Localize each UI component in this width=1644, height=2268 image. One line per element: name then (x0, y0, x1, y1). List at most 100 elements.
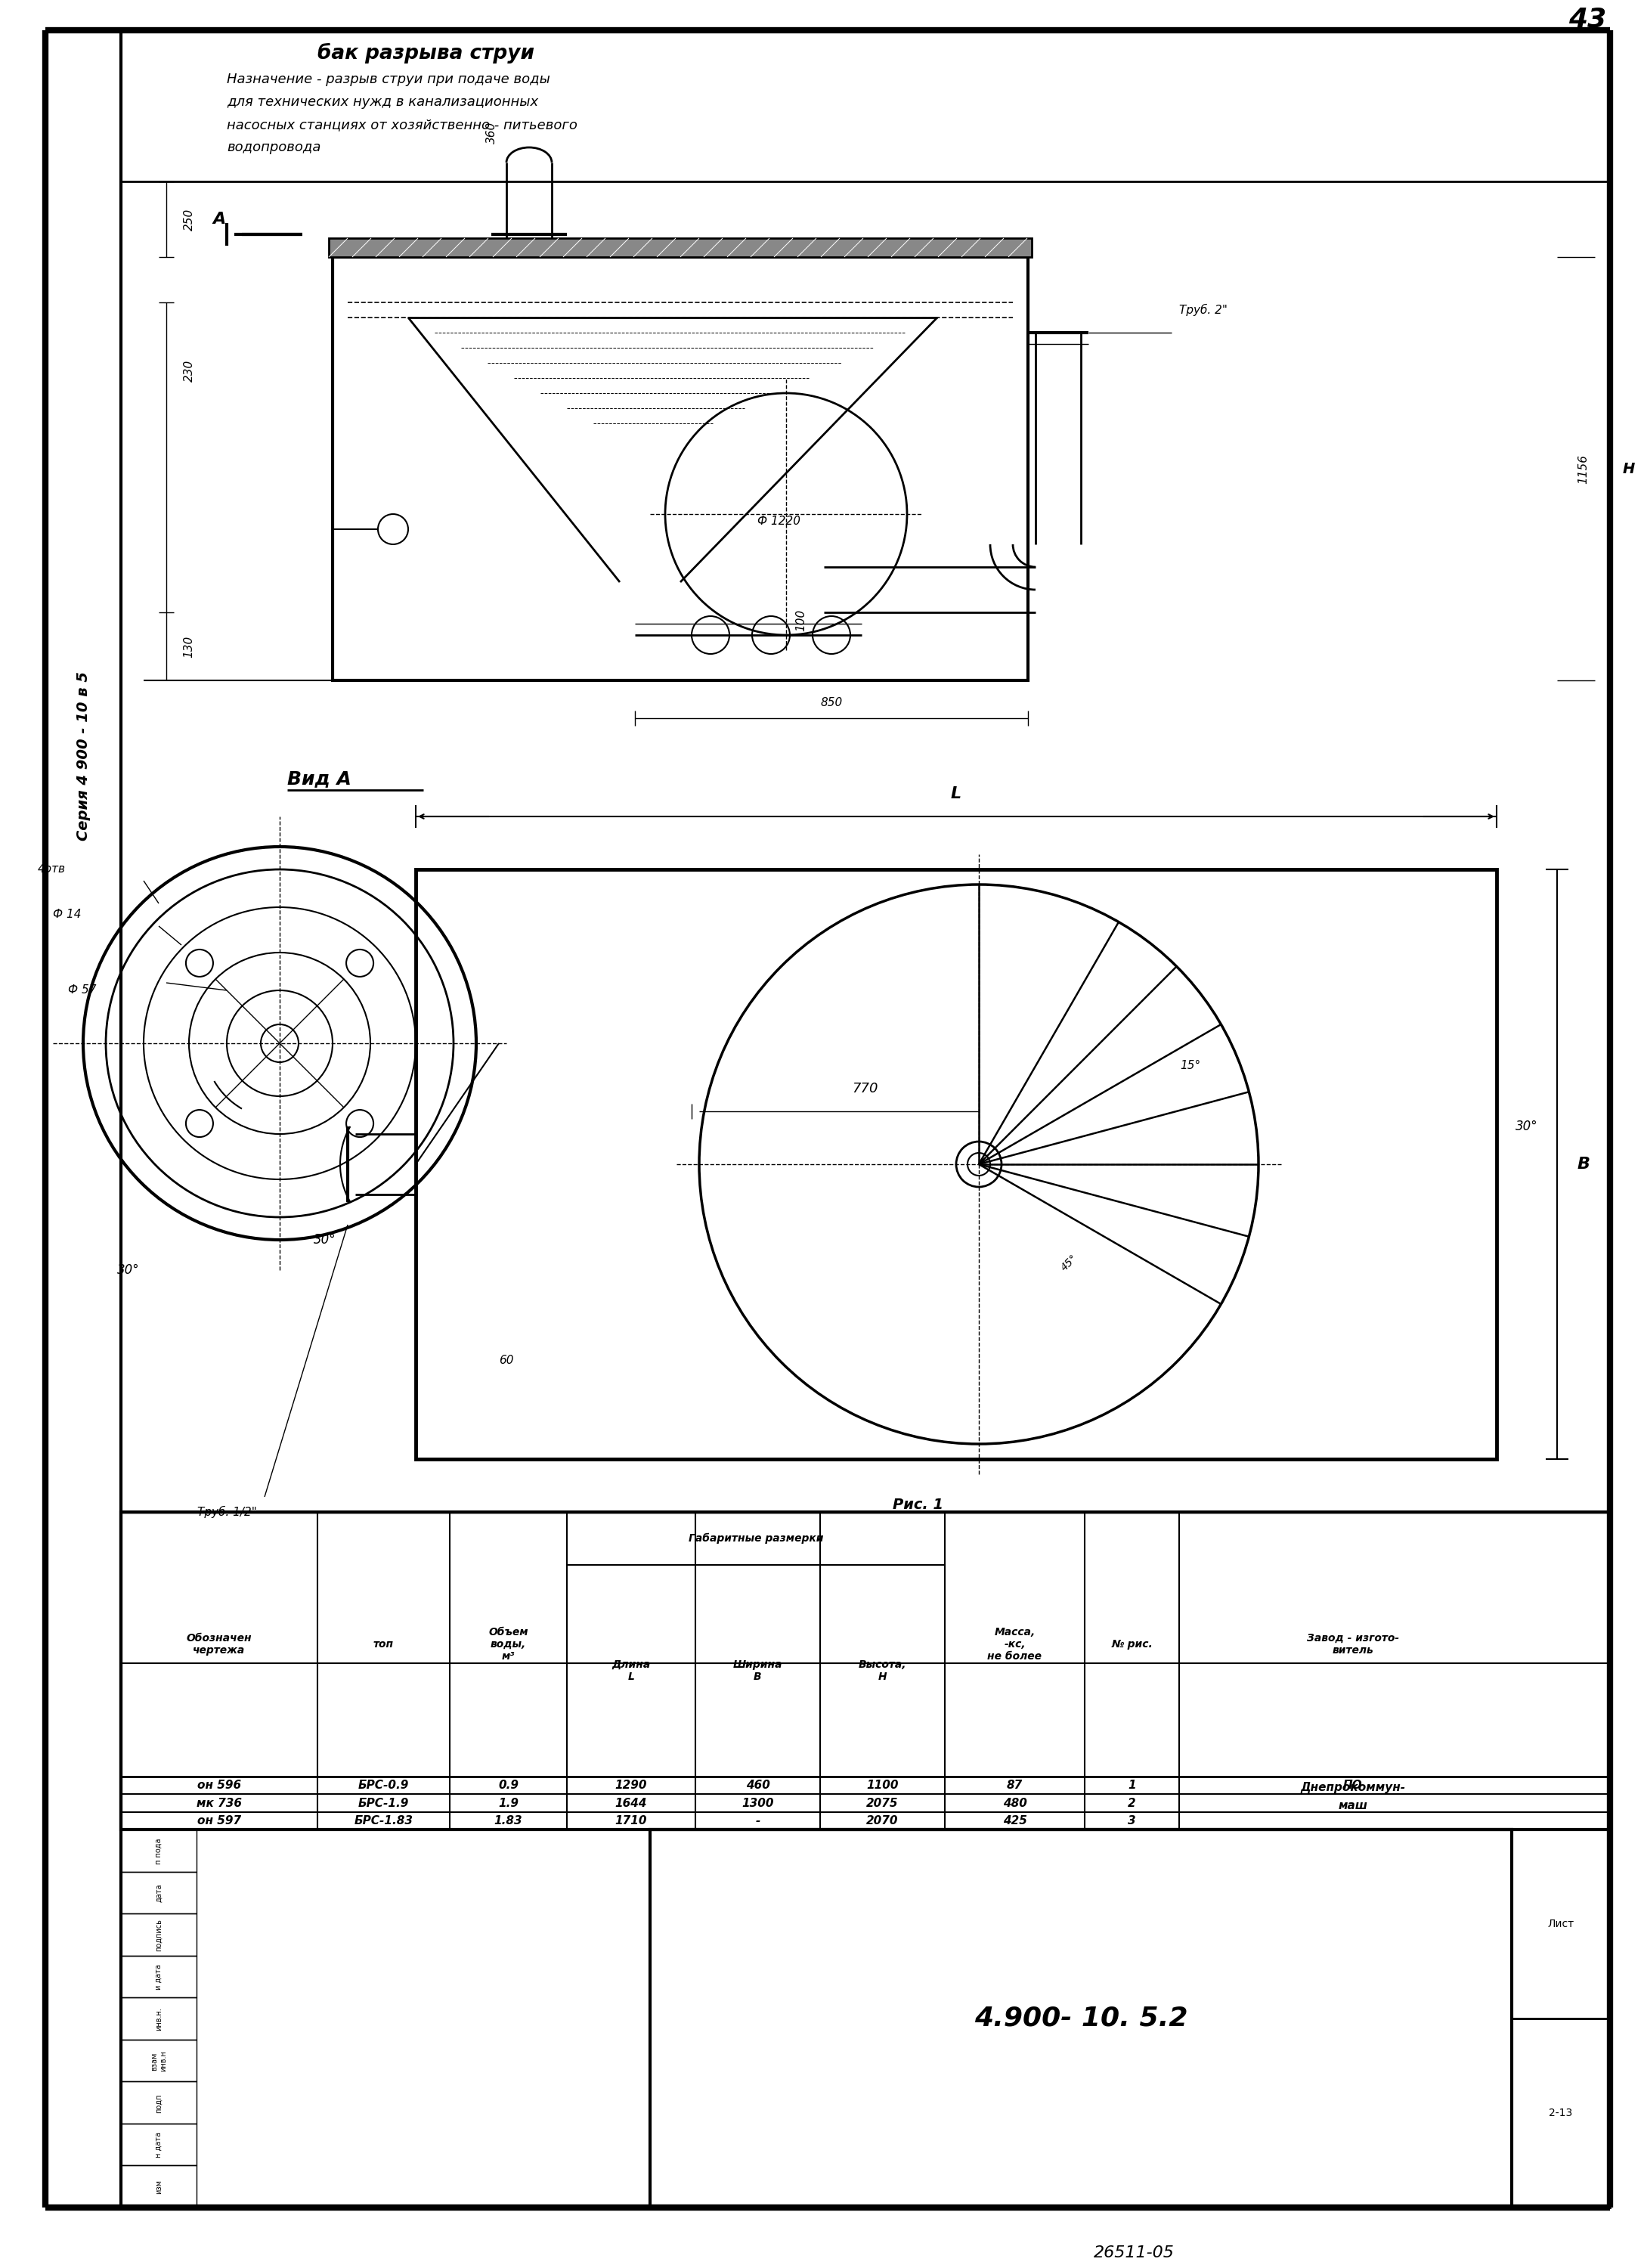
Text: Масса,
-кс,
не более: Масса, -кс, не более (988, 1626, 1042, 1662)
Text: -: - (755, 1814, 760, 1826)
Text: 1156: 1156 (1578, 454, 1590, 483)
Text: н дата: н дата (155, 2132, 163, 2157)
Text: дата: дата (155, 1885, 163, 1903)
Text: Ф 1220: Ф 1220 (756, 517, 801, 528)
Text: 1.9: 1.9 (498, 1796, 518, 1810)
Text: 0.9: 0.9 (498, 1780, 518, 1792)
Text: Обозначен
чертежа: Обозначен чертежа (186, 1633, 252, 1656)
Text: 4отв: 4отв (38, 864, 66, 875)
Text: H: H (1623, 463, 1636, 476)
Text: Труб. 2": Труб. 2" (1179, 304, 1228, 315)
Bar (122, 2082, 197, 2123)
Bar (122, 1914, 197, 1955)
Bar (416, 869, 1496, 1458)
Text: L: L (950, 787, 962, 801)
Text: № рис.: № рис. (1111, 1640, 1152, 1649)
Text: водопровода: водопровода (227, 141, 321, 154)
Text: 26511-05: 26511-05 (1093, 2245, 1174, 2261)
Text: ПО: ПО (1343, 1780, 1363, 1792)
Text: и дата: и дата (155, 1964, 163, 1989)
Text: 2070: 2070 (866, 1814, 899, 1826)
Text: Вид А: Вид А (288, 769, 352, 787)
Text: для технических нужд в канализационных: для технических нужд в канализационных (227, 95, 538, 109)
Bar (649, 1830, 1512, 2207)
Text: 770: 770 (853, 1082, 878, 1095)
Text: 460: 460 (746, 1780, 769, 1792)
Text: Завод - изгото-
витель: Завод - изгото- витель (1307, 1633, 1399, 1656)
Text: 1: 1 (1128, 1780, 1136, 1792)
Text: 1100: 1100 (866, 1780, 899, 1792)
Text: B: B (1577, 1157, 1590, 1173)
Bar (122, 1513, 1609, 1830)
Text: 480: 480 (1003, 1796, 1028, 1810)
Text: 3: 3 (1128, 1814, 1136, 1826)
Bar (122, 2123, 197, 2166)
Text: 2-13: 2-13 (1549, 2107, 1573, 2118)
Text: 2075: 2075 (866, 1796, 899, 1810)
Text: 45°: 45° (1059, 1252, 1080, 1272)
Text: 30°: 30° (314, 1234, 337, 1247)
Text: БРС-0.9: БРС-0.9 (358, 1780, 409, 1792)
Text: топ: топ (373, 1640, 395, 1649)
Text: 425: 425 (1003, 1814, 1028, 1826)
Text: Ф 57: Ф 57 (67, 984, 97, 996)
Text: 1.83: 1.83 (495, 1814, 523, 1826)
Text: Габаритные размерки: Габаритные размерки (689, 1533, 824, 1545)
Text: 250: 250 (182, 209, 194, 231)
Text: Труб. 1/2": Труб. 1/2" (197, 1506, 256, 1517)
Text: Рис. 1: Рис. 1 (893, 1497, 944, 1513)
Text: подпись: подпись (155, 1919, 163, 1950)
Text: 1710: 1710 (615, 1814, 648, 1826)
Text: подп: подп (155, 2093, 163, 2114)
Text: изм: изм (155, 2180, 163, 2195)
Text: насосных станциях от хозяйственно - питьевого: насосных станциях от хозяйственно - пить… (227, 118, 577, 132)
Text: п пода: п пода (155, 1837, 163, 1864)
Text: 43: 43 (1568, 7, 1606, 32)
Circle shape (957, 1141, 1001, 1186)
Text: 130: 130 (182, 635, 194, 658)
Text: 360: 360 (485, 120, 496, 143)
Text: Объем
воды,
м³: Объем воды, м³ (488, 1626, 528, 1662)
Text: 1644: 1644 (615, 1796, 648, 1810)
Text: взам
инв.н: взам инв.н (151, 2050, 168, 2071)
Text: Назначение - разрыв струи при подаче воды: Назначение - разрыв струи при подаче вод… (227, 73, 551, 86)
Text: Ширина
B: Ширина B (733, 1660, 783, 1683)
Text: БРС-1.83: БРС-1.83 (353, 1814, 413, 1826)
Text: мк 736: мк 736 (197, 1796, 242, 1810)
Text: БРС-1.9: БРС-1.9 (358, 1796, 409, 1810)
Text: 15°: 15° (1180, 1061, 1200, 1073)
Bar (332, 256, 1028, 680)
Text: Высота,
H: Высота, H (858, 1660, 906, 1683)
Text: 100: 100 (796, 608, 807, 631)
Text: Длина
L: Длина L (612, 1660, 651, 1683)
Text: 2: 2 (1128, 1796, 1136, 1810)
Bar (122, 2039, 197, 2082)
Bar (122, 1955, 197, 1998)
Text: он 596: он 596 (197, 1780, 242, 1792)
Bar (122, 1830, 197, 1871)
Text: 4.900- 10. 5.2: 4.900- 10. 5.2 (975, 2005, 1187, 2032)
Bar (122, 2166, 197, 2207)
Text: 230: 230 (182, 358, 194, 381)
Text: 87: 87 (1006, 1780, 1023, 1792)
Text: инв.н.: инв.н. (155, 2007, 163, 2030)
Bar (122, 1998, 197, 2039)
Text: бак разрыва струи: бак разрыва струи (317, 43, 534, 64)
Text: 1300: 1300 (741, 1796, 774, 1810)
Text: А: А (212, 211, 225, 227)
Bar (1512, 2019, 1609, 2207)
Text: 850: 850 (820, 699, 842, 708)
Text: Лист: Лист (1547, 1919, 1575, 1930)
Text: Днепрокоммун-: Днепрокоммун- (1300, 1783, 1406, 1794)
Text: 1290: 1290 (615, 1780, 648, 1792)
Text: 30°: 30° (117, 1263, 140, 1277)
Bar (329, 238, 1032, 256)
Text: Ф 14: Ф 14 (53, 909, 81, 921)
Text: он 597: он 597 (197, 1814, 242, 1826)
Text: Серия 4 900 - 10 в 5: Серия 4 900 - 10 в 5 (76, 671, 90, 841)
Bar (122, 1871, 197, 1914)
Text: маш: маш (1338, 1801, 1368, 1812)
Bar (1512, 1830, 1609, 2019)
Text: 30°: 30° (1516, 1120, 1539, 1134)
Text: 60: 60 (500, 1356, 515, 1365)
